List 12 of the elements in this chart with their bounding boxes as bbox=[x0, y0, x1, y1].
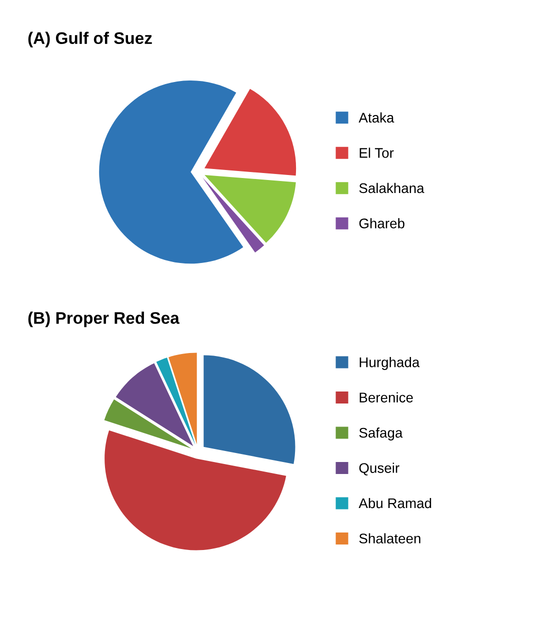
legend-label: Salakhana bbox=[359, 182, 424, 194]
legend-label: Hurghada bbox=[360, 357, 420, 370]
legend-label: Berenice bbox=[360, 392, 413, 402]
legend-label: Safaga bbox=[359, 428, 403, 440]
legend-label: Abu Ramad bbox=[358, 498, 432, 508]
legend-label: Quseir bbox=[359, 462, 400, 476]
chart-title: (A) Gulf of Suez bbox=[28, 32, 152, 48]
legend-label: Ataka bbox=[358, 112, 394, 123]
legend-label: El Tor bbox=[360, 148, 394, 158]
legend-label: Shalateen bbox=[359, 533, 420, 544]
chart-title: (B) Proper Red Sea bbox=[28, 312, 180, 328]
legend-label: Ghareb bbox=[359, 218, 404, 228]
